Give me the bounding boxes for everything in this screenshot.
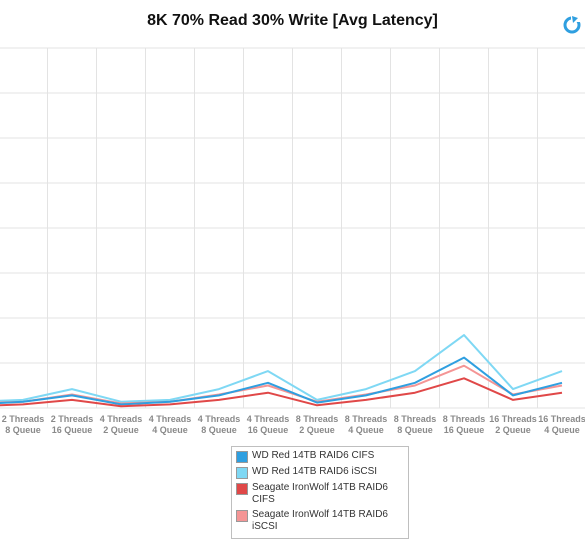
x-tick-label: 8 Threads 16 Queue — [443, 414, 486, 435]
x-tick-label: 4 Threads 4 Queue — [149, 414, 192, 435]
legend-label: WD Red 14TB RAID6 iSCSI — [252, 466, 378, 477]
x-tick-label: 8 Threads 2 Queue — [296, 414, 339, 435]
series-lines — [0, 334, 563, 408]
chart-title: 8K 70% Read 30% Write [Avg Latency] — [147, 12, 438, 29]
series-line-3 — [0, 377, 563, 408]
legend-item[interactable]: Seagate IronWolf 14TB RAID6 CIFS — [236, 482, 404, 506]
legend-swatch — [236, 483, 248, 495]
legend: WD Red 14TB RAID6 CIFS WD Red 14TB RAID6 … — [231, 446, 409, 539]
legend-item[interactable]: WD Red 14TB RAID6 iSCSI — [236, 466, 404, 479]
legend-swatch — [236, 467, 248, 479]
x-tick-label: 2 Threads 16 Queue — [51, 414, 94, 435]
x-tick-label: 16 Threads 2 Queue — [489, 414, 537, 435]
x-tick-label: 4 Threads 8 Queue — [198, 414, 241, 435]
x-tick-label: 16 Threads 4 Queue — [538, 414, 585, 435]
series-line-2 — [0, 334, 563, 403]
refresh-icon[interactable] — [562, 15, 582, 35]
gridlines — [0, 47, 585, 409]
x-tick-label: 2 Threads 8 Queue — [2, 414, 45, 435]
legend-swatch — [236, 510, 248, 522]
legend-label: Seagate IronWolf 14TB RAID6 CIFS — [252, 482, 388, 505]
legend-label: Seagate IronWolf 14TB RAID6 iSCSI — [252, 509, 388, 532]
series-line-1 — [0, 356, 563, 406]
legend-label: WD Red 14TB RAID6 CIFS — [252, 450, 375, 461]
legend-item[interactable]: WD Red 14TB RAID6 CIFS — [236, 450, 404, 463]
legend-item[interactable]: Seagate IronWolf 14TB RAID6 iSCSI — [236, 509, 404, 533]
x-tick-label: 4 Threads 2 Queue — [100, 414, 143, 435]
x-tick-label: 8 Threads 8 Queue — [394, 414, 437, 435]
legend-swatch — [236, 451, 248, 463]
x-tick-label: 4 Threads 16 Queue — [247, 414, 290, 435]
x-tick-label: 8 Threads 4 Queue — [345, 414, 388, 435]
